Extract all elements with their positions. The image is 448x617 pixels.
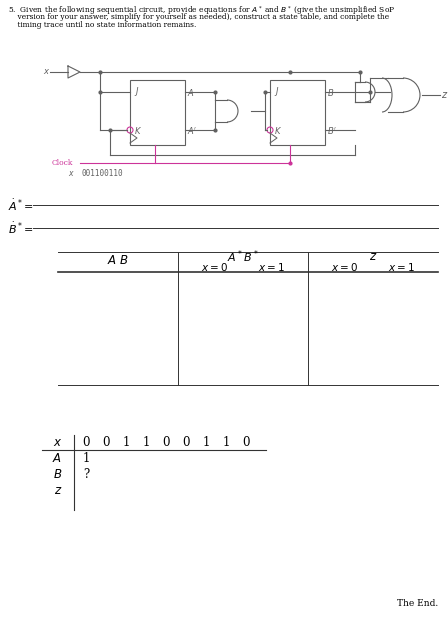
Text: $A\ B$: $A\ B$ — [107, 254, 129, 268]
Text: 0: 0 — [242, 436, 250, 449]
Text: 0: 0 — [182, 436, 190, 449]
Text: $K$: $K$ — [274, 125, 282, 136]
Text: $A'$: $A'$ — [187, 125, 198, 136]
Text: $x$: $x$ — [68, 170, 75, 178]
Text: 1: 1 — [202, 436, 210, 449]
Text: 1: 1 — [82, 452, 90, 465]
Text: $z$: $z$ — [369, 251, 377, 263]
Text: ?: ? — [83, 468, 89, 481]
Text: timing trace until no state information remains.: timing trace until no state information … — [8, 21, 196, 29]
Text: 001100110: 001100110 — [82, 170, 124, 178]
Text: $x$: $x$ — [43, 67, 50, 77]
Text: $A^*B^*$: $A^*B^*$ — [227, 249, 259, 265]
Text: $\dot{A}^*\! =$: $\dot{A}^*\! =$ — [8, 197, 34, 213]
Text: 5.  Given the following sequential circuit, provide equations for $A^*$ and $B^*: 5. Given the following sequential circui… — [8, 5, 396, 19]
Text: $\dot{B}^*\! =$: $\dot{B}^*\! =$ — [8, 220, 34, 236]
Text: $J$: $J$ — [274, 86, 280, 99]
Text: $x$: $x$ — [53, 436, 62, 449]
Text: $J$: $J$ — [134, 86, 140, 99]
Text: 1: 1 — [222, 436, 230, 449]
Text: 1: 1 — [122, 436, 129, 449]
Text: $A$: $A$ — [52, 452, 62, 465]
Text: $z$: $z$ — [441, 90, 448, 100]
Text: 0: 0 — [82, 436, 90, 449]
Text: $x = 1$: $x = 1$ — [388, 261, 415, 273]
Text: $A$: $A$ — [187, 86, 194, 97]
Text: $B$: $B$ — [327, 86, 334, 97]
Text: 0: 0 — [102, 436, 110, 449]
Text: $x = 0$: $x = 0$ — [201, 261, 228, 273]
Text: $x = 0$: $x = 0$ — [331, 261, 358, 273]
Text: Clock: Clock — [52, 159, 73, 167]
Text: version for your answer, simplify for yourself as needed), construct a state tab: version for your answer, simplify for yo… — [8, 13, 389, 21]
Text: $K$: $K$ — [134, 125, 142, 136]
Bar — [270, 80, 325, 145]
Text: $B'$: $B'$ — [327, 125, 337, 136]
Text: 0: 0 — [162, 436, 170, 449]
Text: $z$: $z$ — [54, 484, 62, 497]
Text: The End.: The End. — [397, 600, 438, 608]
Text: $B$: $B$ — [53, 468, 62, 481]
Bar — [130, 80, 185, 145]
Text: 1: 1 — [142, 436, 150, 449]
Text: $x = 1$: $x = 1$ — [258, 261, 285, 273]
